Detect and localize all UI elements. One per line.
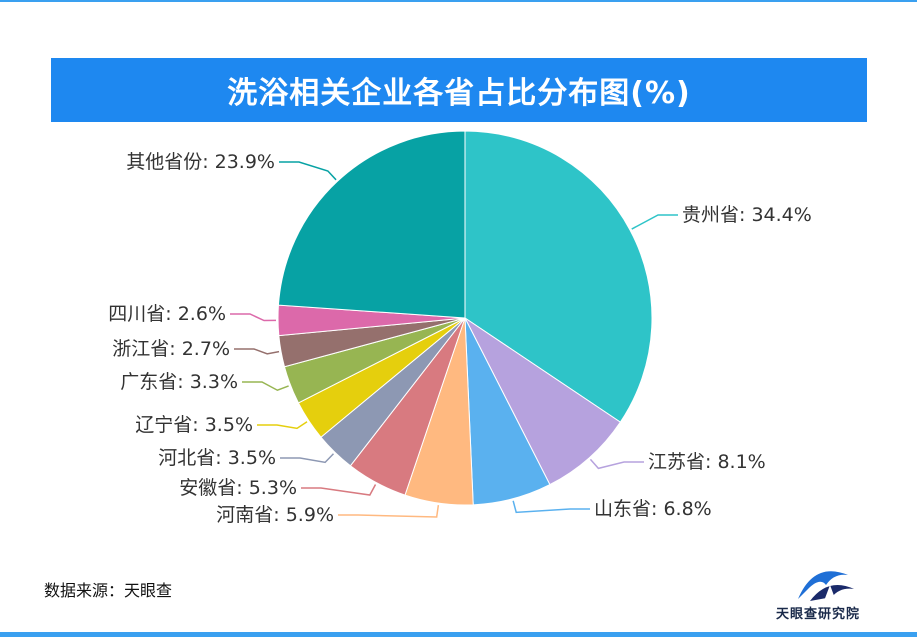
slice-label-11: 其他省份: 23.9% [126,151,275,173]
data-source: 数据来源：天眼查 [44,581,173,600]
leader-line-4 [338,505,440,518]
pie-slice-1 [464,130,653,423]
leader-line-2 [589,458,644,470]
leader-line-1 [631,214,678,230]
leader-line-9 [234,348,280,355]
logo-text: 天眼查研究院 [776,607,861,622]
tianyancha-logo-icon [798,571,854,601]
leader-line-11 [279,161,337,181]
leader-line-8 [242,381,289,392]
slice-label-8: 广东省: 3.3% [120,371,238,393]
slice-label-4: 河南省: 5.9% [216,504,334,526]
slice-label-2: 江苏省: 8.1% [648,451,766,473]
pie-slice-11 [277,130,466,319]
chart-title: 洗浴相关企业各省占比分布图(%) [227,76,691,111]
leader-line-6 [280,453,335,464]
slice-label-7: 辽宁省: 3.5% [135,414,253,436]
top-border [0,0,917,2]
leader-line-7 [257,421,308,430]
slice-label-9: 浙江省: 2.7% [112,338,230,360]
slice-label-3: 山东省: 6.8% [594,498,712,520]
leader-line-10 [230,313,277,322]
leader-line-3 [512,500,590,514]
slice-label-5: 安徽省: 5.3% [179,477,297,499]
pie-slice-2 [463,316,622,486]
slice-label-10: 四川省: 2.6% [108,303,226,325]
leader-line-5 [301,484,377,496]
slice-label-6: 河北省: 3.5% [158,447,276,469]
title-banner: 洗浴相关企业各省占比分布图(%) [51,58,867,122]
slice-label-1: 贵州省: 34.4% [682,204,812,226]
bottom-border [0,632,917,637]
